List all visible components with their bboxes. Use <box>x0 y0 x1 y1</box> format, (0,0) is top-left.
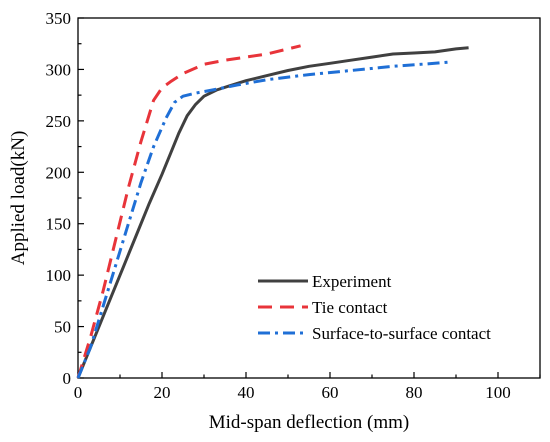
y-axis-title: Applied load(kN) <box>8 131 29 266</box>
legend-label-3: Surface-to-surface contact <box>312 324 491 343</box>
y-tick-label: 300 <box>46 60 72 79</box>
series-line-2 <box>76 44 301 379</box>
y-tick-label: 200 <box>46 163 72 182</box>
y-tick-label: 250 <box>46 112 72 131</box>
y-tick-label: 350 <box>46 9 72 28</box>
y-tick-label: 50 <box>54 318 71 337</box>
series-line-3 <box>76 60 448 379</box>
x-tick-label: 40 <box>238 383 255 402</box>
series-layer <box>76 44 469 379</box>
x-tick-label: 100 <box>485 383 511 402</box>
x-axis: 0 20 40 60 80 100 <box>74 372 541 402</box>
x-tick-label: 80 <box>406 383 423 402</box>
y-tick-label: 0 <box>63 369 72 388</box>
x-tick-label: 0 <box>74 383 83 402</box>
x-axis-title: Mid-span deflection (mm) <box>209 412 410 433</box>
legend-label-1: Experiment <box>312 272 392 291</box>
legend-label-2: Tie contact <box>312 298 388 317</box>
y-tick-label: 150 <box>46 215 72 234</box>
y-tick-label: 100 <box>46 266 72 285</box>
x-tick-label: 60 <box>322 383 339 402</box>
legend: Experiment Tie contact Surface-to-surface … <box>258 272 491 343</box>
x-tick-label: 20 <box>154 383 171 402</box>
series-line-1 <box>76 46 469 379</box>
y-axis: 0 50 100 150 200 250 300 350 <box>46 9 84 388</box>
